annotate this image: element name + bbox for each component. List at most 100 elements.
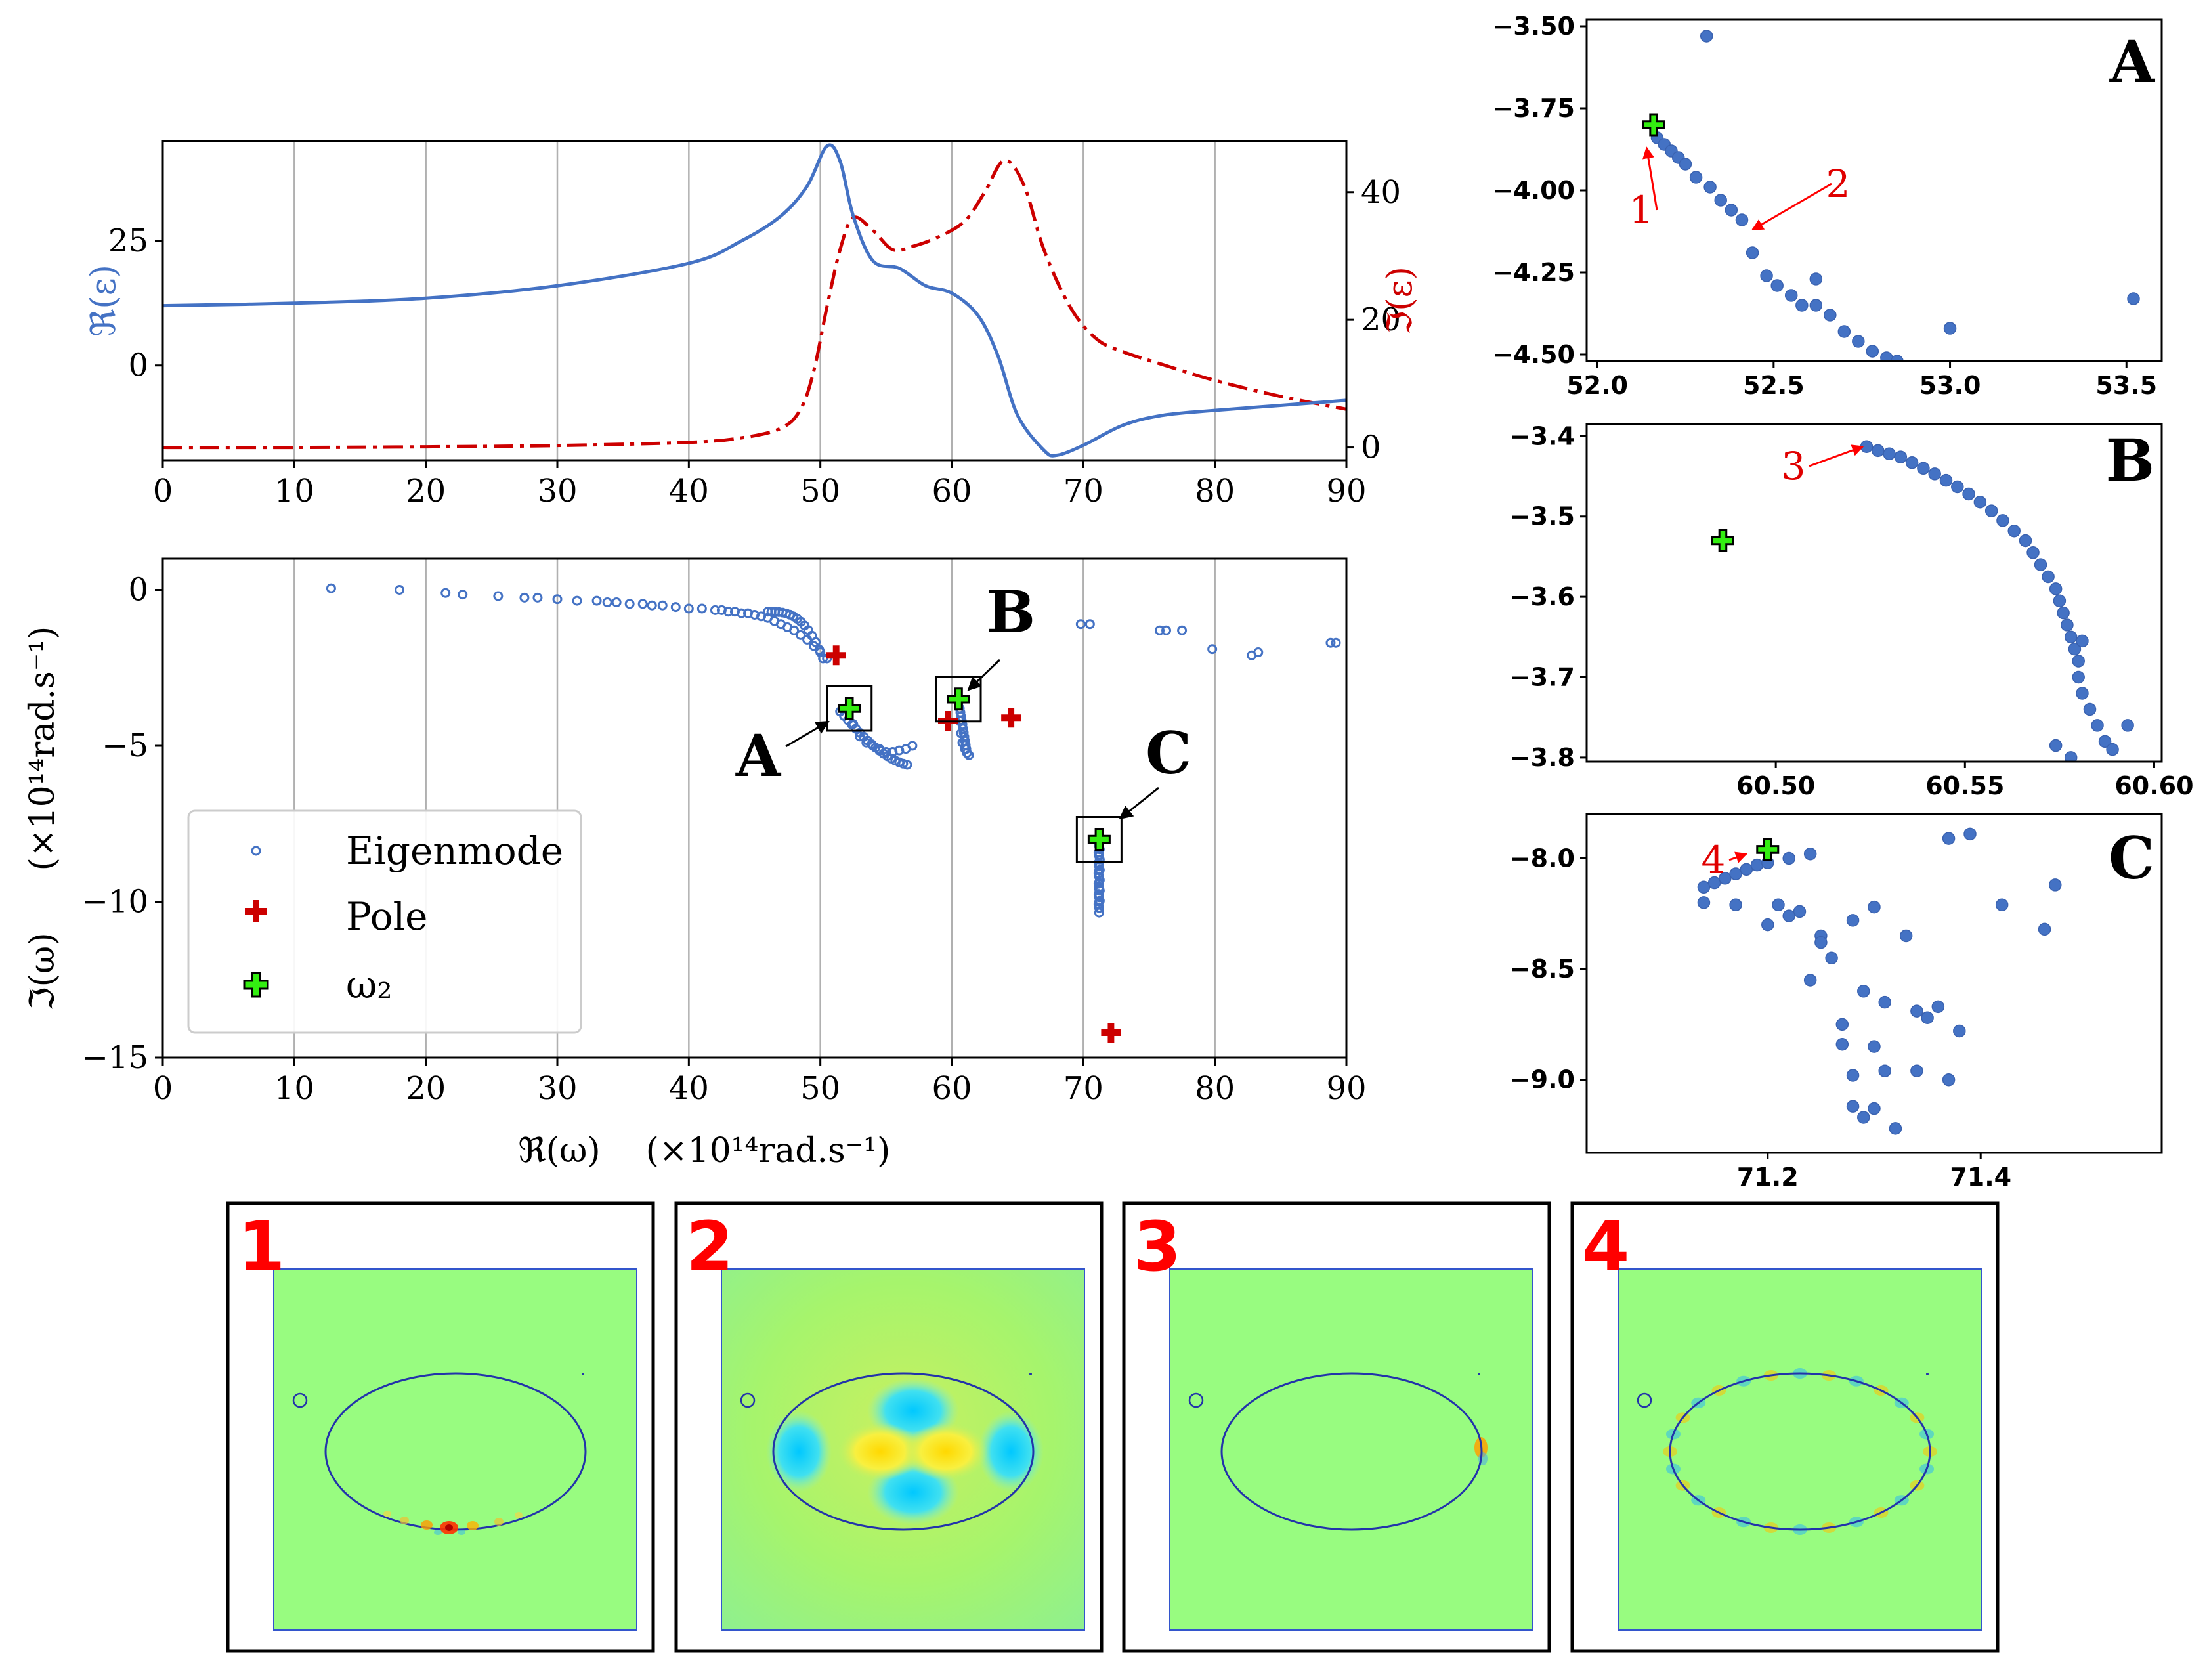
eigenmode-point (1325, 637, 1336, 648)
eigenmode-point (395, 585, 405, 595)
top-x-tick-label: 70 (1063, 473, 1104, 509)
inset-point (1772, 898, 1785, 912)
inset-y-tick-label: −3.8 (1510, 743, 1575, 772)
inset-point (1868, 1040, 1881, 1053)
legend-eigenmode-label: Eigenmode (346, 829, 563, 873)
inset-b-points (1711, 440, 2134, 762)
inset-point (2064, 751, 2078, 762)
pole-marker (1101, 1023, 1121, 1043)
inset-point (1899, 929, 1913, 943)
inset-point (2042, 570, 2055, 584)
field-panel-2: 2 (674, 1201, 1104, 1653)
annotation-arrow (1119, 786, 1159, 820)
eigenmode-point (1253, 647, 1264, 657)
eigenmode-point (855, 731, 865, 742)
inset-point (1942, 832, 1956, 845)
inset-a-markers: 12 (1629, 146, 1850, 232)
inset-point (2127, 292, 2140, 305)
inset-marker-label: 4 (1702, 838, 1726, 882)
inset-point (1846, 1100, 1860, 1113)
field-panel-4-small-circle (1637, 1392, 1652, 1408)
legend: Eigenmode Pole ω₂ (187, 809, 582, 1034)
inset-point (2034, 558, 2047, 571)
eigenmode-point (696, 603, 707, 614)
eigenmode-point (624, 599, 635, 609)
inset-point (1725, 204, 1738, 217)
inset-a-points (1642, 30, 2140, 361)
inset-point (1996, 514, 2009, 527)
inset-point (1953, 1024, 1966, 1038)
mid-x-tick-label: 60 (932, 1070, 972, 1107)
inset-point (1697, 880, 1711, 894)
field-panel-3-map (1169, 1268, 1533, 1631)
inset-point (1770, 279, 1784, 292)
eigenmode-point (647, 600, 657, 611)
inset-point (1894, 450, 1908, 463)
inset-point (1846, 1069, 1860, 1082)
annotation-arrow (967, 658, 1001, 691)
inset-point (1761, 918, 1774, 932)
inset-y-tick-label: −3.50 (1492, 12, 1575, 41)
inset-point (1746, 246, 1759, 259)
field-panel-2-dot (1029, 1373, 1032, 1375)
inset-a-label: A (2109, 28, 2156, 96)
mid-x-tick-label: 0 (153, 1070, 173, 1107)
inset-point (1995, 898, 2009, 912)
imag-eps-line (163, 158, 1346, 450)
eigenmode-point (723, 607, 733, 617)
annotation-letter: C (1146, 719, 1191, 787)
inset-point (1825, 951, 1838, 964)
top-left-ticks: 0 25 (108, 223, 163, 384)
field-panel-1-dot (582, 1373, 584, 1375)
inset-point (2057, 606, 2070, 620)
top-right-axis-label: ℑ(ε) (1381, 267, 1420, 335)
inset-c: 71.2 71.4 −8.0 −8.5 −9.0 C 4 (1510, 813, 2163, 1192)
eigenmode-point (552, 594, 563, 605)
inset-point (2026, 546, 2040, 559)
top-x-ticks: 0 10 20 30 40 50 60 70 80 90 (153, 460, 1367, 509)
inset-x-tick-label: 71.2 (1737, 1163, 1799, 1192)
field-panel-1: 1 (226, 1201, 655, 1653)
inset-x-tick-label: 53.0 (1919, 371, 1981, 400)
inset-y-tick-label: −3.4 (1510, 421, 1575, 450)
inset-marker-arrow (1751, 183, 1832, 231)
field-panel-1-hotspots (383, 1511, 523, 1535)
inset-point (2072, 670, 2085, 684)
top-left-tick-label: 25 (108, 223, 148, 259)
abc-annotations: A B C (735, 578, 1191, 820)
pole-marker (1001, 708, 1021, 728)
inset-point (1782, 909, 1795, 922)
mid-points (326, 583, 1341, 1043)
field-panel-1-small-circle (292, 1392, 308, 1408)
inset-point (1735, 213, 1749, 226)
inset-point (2083, 702, 2097, 716)
omega2-marker (947, 687, 970, 711)
inset-point (1917, 462, 1930, 475)
top-x-tick-label: 60 (932, 473, 972, 509)
top-x-tick-label: 90 (1326, 473, 1366, 509)
eigenmode-point (440, 588, 451, 598)
inset-point (1814, 936, 1828, 949)
mid-x-tick-label: 10 (274, 1070, 314, 1107)
inset-point (1943, 322, 1957, 335)
eigenmode-point (591, 595, 602, 606)
inset-point (1782, 851, 1795, 865)
inset-c-ticks: 71.2 71.4 −8.0 −8.5 −9.0 (1510, 844, 2011, 1192)
mid-x-tick-label: 40 (669, 1070, 709, 1107)
top-right-tick-label: 40 (1361, 174, 1401, 211)
inset-x-tick-label: 52.0 (1566, 371, 1628, 400)
inset-point (1905, 456, 1919, 469)
inset-point (1824, 309, 1837, 322)
inset-b-ticks: 60.50 60.55 60.60 −3.4 −3.5 −3.6 −3.7 −3.8 (1510, 421, 2194, 800)
inset-point (1750, 858, 1764, 872)
inset-point (1878, 1064, 1891, 1077)
eigenmode-point (736, 608, 746, 618)
permittivity-chart: 0 10 20 30 40 50 60 70 80 90 0 25 0 20 40 ℜ(ε) ℑ(ε) (84, 140, 1420, 509)
inset-point (1803, 847, 1817, 861)
inset-point (1939, 473, 1953, 487)
field-panel-4-map (1618, 1268, 1982, 1631)
top-x-tick-label: 40 (669, 473, 709, 509)
eigenmode-point (961, 744, 972, 754)
mid-x-tick-label: 70 (1063, 1070, 1104, 1107)
inset-y-tick-label: −9.0 (1510, 1066, 1575, 1094)
